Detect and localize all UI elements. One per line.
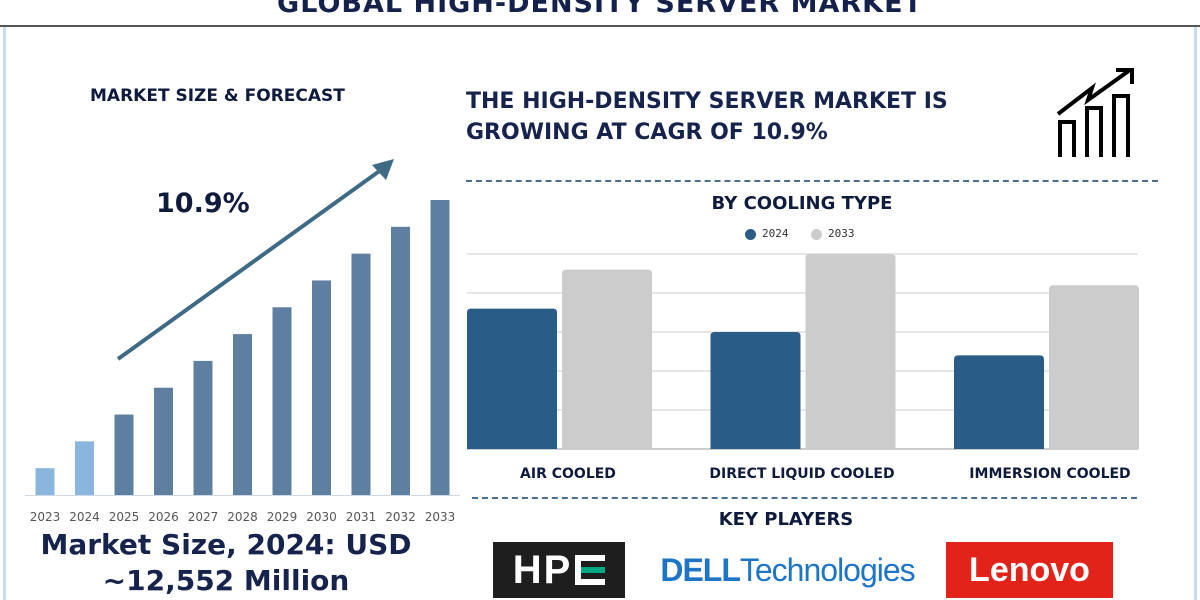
tick-label-2026: 2026 [148,510,179,524]
cagr-headline: THE HIGH-DENSITY SERVER MARKET IS GROWIN… [466,86,948,148]
tick-label-2025: 2025 [109,510,140,524]
market-forecast-chart: 2023 2024 2025 2026 2027 2028 2029 2030 2031 2032… [25,159,460,524]
tick-label-2030: 2030 [306,510,337,524]
tick-label-2027: 2027 [188,510,219,524]
bar-2031 [351,253,371,495]
bar-direct-liquid-cooled-2033 [805,254,896,449]
category-direct-liquid-cooled: DIRECT LIQUID COOLED [709,466,895,482]
market-size-line-1: Market Size, 2024: USD [40,528,412,561]
bar-2024 [75,441,94,495]
lenovo-logo: Lenovo [946,542,1113,598]
bar-2032 [391,226,410,495]
tick-label-2031: 2031 [346,510,377,524]
bar-2029 [272,307,292,495]
hpe-logo: HP [493,542,625,598]
right-border [1194,27,1197,600]
dell-technologies-logo: DELL Technologies [660,551,915,588]
market-size-line-2: ~12,552 Million [102,564,350,597]
bar-2030 [312,280,331,495]
legend-2033: 2033 [811,227,855,240]
cooling-type-chart [467,253,1139,450]
tick-label-2028: 2028 [227,510,258,524]
market-size-heading: MARKET SIZE & FORECAST [90,86,345,106]
left-border [3,27,6,600]
title-divider [0,25,1200,27]
bar-2033 [430,200,450,495]
category-air-cooled: AIR COOLED [520,466,616,482]
bar-immersion-cooled-2024 [954,355,1044,449]
bar-2026 [154,387,173,495]
bar-2025 [114,414,134,495]
tick-label-2023: 2023 [30,510,61,524]
trend-arrow-head [372,159,394,180]
headline-line-1: THE HIGH-DENSITY SERVER MARKET IS [466,89,948,114]
bar-immersion-cooled-2033 [1049,285,1139,449]
tick-label-2032: 2032 [385,510,416,524]
trend-arrow-line [116,165,387,361]
tick-label-2033: 2033 [425,510,456,524]
cooling-chart-title: BY COOLING TYPE [711,193,893,214]
cagr-annotation: 10.9% [156,188,250,219]
legend-dot-2033 [811,228,822,240]
dashed-divider [466,180,1158,182]
page-title: GLOBAL HIGH-DENSITY SERVER MARKET [277,0,923,19]
bar-air-cooled-2024 [467,308,557,449]
headline-line-2: GROWING AT CAGR OF 10.9% [466,120,828,145]
legend-label-2033: 2033 [828,227,855,240]
bar-direct-liquid-cooled-2024 [710,332,801,449]
hpe-e-mark [575,555,606,585]
legend-dot-2024 [745,228,756,240]
bar-2028 [233,334,252,495]
key-players-heading: KEY PLAYERS [718,509,854,530]
bar-2027 [193,360,213,495]
tick-label-2024: 2024 [69,510,100,524]
bar-air-cooled-2033 [562,269,652,449]
category-immersion-cooled: IMMERSION COOLED [969,466,1131,482]
bar-chart-growth-arrow-icon [1056,68,1134,157]
legend-2024: 2024 [745,227,789,240]
dashed-divider [472,497,1137,499]
tick-label-2029: 2029 [267,510,298,524]
bar-2023 [35,468,55,495]
legend-label-2024: 2024 [762,227,789,240]
